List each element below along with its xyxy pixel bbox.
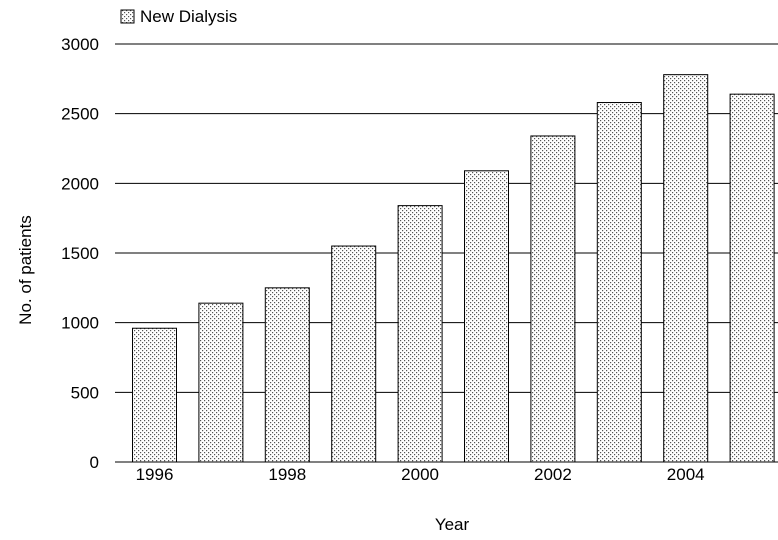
bar-2005 (729, 93, 775, 463)
bars (132, 74, 775, 463)
y-tick-label: 500 (71, 383, 99, 402)
x-tick-label: 2004 (667, 465, 705, 484)
y-tick-label: 2500 (61, 105, 99, 124)
bar-1996 (132, 327, 177, 463)
x-tick-label: 2000 (401, 465, 439, 484)
bar-1998 (264, 287, 310, 463)
y-tick-label: 0 (90, 453, 99, 472)
x-tick-label: 1998 (268, 465, 306, 484)
bar-1997 (198, 302, 244, 463)
y-tick-label: 1000 (61, 314, 99, 333)
y-tick-label: 3000 (61, 35, 99, 54)
legend: New Dialysis (120, 7, 237, 26)
y-tick-label: 2000 (61, 174, 99, 193)
bar-2000 (397, 205, 443, 463)
bar-2002 (530, 135, 576, 463)
bar-2001 (464, 170, 509, 463)
bar-2004 (663, 74, 709, 463)
y-axis-title: No. of patients (16, 215, 35, 325)
bar-2003 (596, 102, 642, 463)
legend-label: New Dialysis (140, 7, 237, 26)
x-axis-ticks: 1996 1998 2000 2002 2004 (136, 465, 705, 484)
bar-1999 (331, 245, 377, 463)
x-tick-label: 1996 (136, 465, 174, 484)
legend-swatch (120, 9, 135, 24)
x-axis-title: Year (435, 515, 470, 534)
x-tick-label: 2002 (534, 465, 572, 484)
y-axis-ticks: 0 500 1000 1500 2000 2500 3000 (61, 35, 99, 472)
y-tick-label: 1500 (61, 244, 99, 263)
